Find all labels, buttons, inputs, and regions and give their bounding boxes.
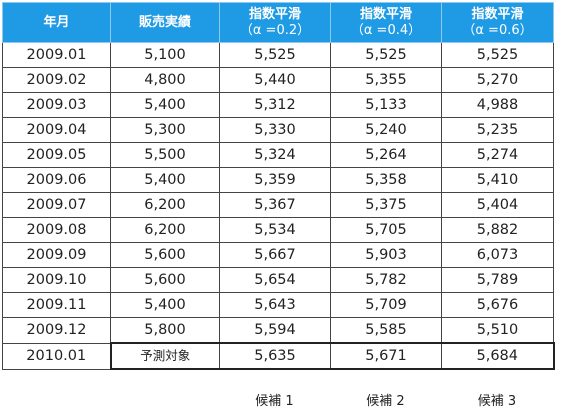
cell-alpha-0-6: 5,270 xyxy=(441,67,554,93)
cell-month: 2009.04 xyxy=(2,117,111,143)
exponential-smoothing-table: 年月 販売実績 指数平滑 （α =0.2） 指数平滑 （α =0.4） 指数平滑… xyxy=(2,2,555,370)
cell-alpha-0-4: 5,782 xyxy=(330,267,442,293)
cell-sales: 5,600 xyxy=(110,242,220,268)
cell-alpha-0-4: 5,358 xyxy=(330,167,442,193)
forecast-table-wrapper: 年月 販売実績 指数平滑 （α =0.2） 指数平滑 （α =0.4） 指数平滑… xyxy=(2,2,555,370)
cell-alpha-0-2: 5,525 xyxy=(219,42,331,68)
cell-month: 2009.03 xyxy=(2,92,111,118)
cell-alpha-0-2: 5,594 xyxy=(219,317,331,344)
cell-sales: 5,300 xyxy=(110,117,220,143)
cell-alpha-0-6: 5,525 xyxy=(441,42,554,68)
cell-alpha-0-2: 5,635 xyxy=(219,342,331,370)
cell-sales: 6,200 xyxy=(110,217,220,243)
candidate-label-3: 候補 3 xyxy=(477,394,517,409)
cell-alpha-0-4: 5,585 xyxy=(330,317,442,344)
cell-month: 2009.01 xyxy=(2,42,111,68)
cell-alpha-0-6: 5,510 xyxy=(441,317,554,344)
header-smoothing-0-4: 指数平滑 （α =0.4） xyxy=(330,2,442,43)
cell-month: 2009.02 xyxy=(2,67,111,93)
candidate-label-1: 候補 1 xyxy=(255,394,294,409)
cell-alpha-0-6: 4,988 xyxy=(441,92,554,118)
header-smoothing-0-6-title: 指数平滑 xyxy=(471,6,524,22)
header-smoothing-0-2-title: 指数平滑 xyxy=(248,6,301,22)
header-smoothing-0-4-param: （α =0.4） xyxy=(350,22,422,38)
table-row: 2009.10 5,600 5,654 5,782 5,789 xyxy=(2,267,554,293)
forecast-target-row: 2010.01 予測対象 5,635 5,671 5,684 xyxy=(2,342,555,370)
cell-sales: 5,400 xyxy=(110,292,220,318)
table-row: 2009.06 5,400 5,359 5,358 5,410 xyxy=(2,167,554,193)
cell-alpha-0-4: 5,671 xyxy=(330,342,442,370)
cell-alpha-0-4: 5,705 xyxy=(330,217,442,243)
candidate-spacer xyxy=(110,392,219,412)
cell-alpha-0-2: 5,359 xyxy=(219,167,331,193)
header-month: 年月 xyxy=(2,2,111,43)
cell-alpha-0-4: 5,355 xyxy=(330,67,442,93)
cell-sales: 4,800 xyxy=(110,67,220,93)
header-sales: 販売実績 xyxy=(110,2,220,43)
candidate-label-2: 候補 2 xyxy=(366,394,405,409)
table-row: 2009.05 5,500 5,324 5,264 5,274 xyxy=(2,142,554,168)
table-row: 2009.08 6,200 5,534 5,705 5,882 xyxy=(2,217,554,243)
cell-alpha-0-2: 5,440 xyxy=(219,67,331,93)
cell-alpha-0-2: 5,654 xyxy=(219,267,331,293)
cell-alpha-0-4: 5,903 xyxy=(330,242,442,268)
cell-alpha-0-6: 5,404 xyxy=(441,192,554,218)
cell-alpha-0-2: 5,312 xyxy=(219,92,331,118)
cell-month: 2009.07 xyxy=(2,192,111,218)
cell-month: 2009.09 xyxy=(2,242,111,268)
cell-alpha-0-6: 6,073 xyxy=(441,242,554,268)
cell-alpha-0-6: 5,676 xyxy=(441,292,554,318)
cell-alpha-0-4: 5,375 xyxy=(330,192,442,218)
cell-sales: 5,500 xyxy=(110,142,220,168)
cell-alpha-0-4: 5,264 xyxy=(330,142,442,168)
cell-month: 2010.01 xyxy=(2,342,111,370)
candidate-spacer xyxy=(2,392,110,412)
table-row: 2009.03 5,400 5,312 5,133 4,988 xyxy=(2,92,554,118)
cell-alpha-0-2: 5,324 xyxy=(219,142,331,168)
cell-alpha-0-4: 5,133 xyxy=(330,92,442,118)
cell-month: 2009.12 xyxy=(2,317,111,344)
cell-month: 2009.06 xyxy=(2,167,111,193)
cell-alpha-0-2: 5,667 xyxy=(219,242,331,268)
cell-sales: 5,100 xyxy=(110,42,220,68)
cell-month: 2009.05 xyxy=(2,142,111,168)
table-row: 2009.04 5,300 5,330 5,240 5,235 xyxy=(2,117,554,143)
cell-month: 2009.08 xyxy=(2,217,111,243)
cell-alpha-0-6: 5,882 xyxy=(441,217,554,243)
table-row: 2009.11 5,400 5,643 5,709 5,676 xyxy=(2,292,554,318)
header-smoothing-0-6-param: （α =0.6） xyxy=(462,22,533,38)
cell-alpha-0-2: 5,643 xyxy=(219,292,331,318)
cell-alpha-0-2: 5,367 xyxy=(219,192,331,218)
header-smoothing-0-2-param: （α =0.2） xyxy=(239,22,311,38)
header-smoothing-0-6: 指数平滑 （α =0.6） xyxy=(441,2,554,43)
candidate-labels: 候補 1 候補 2 候補 3 xyxy=(2,392,553,412)
cell-month: 2009.10 xyxy=(2,267,111,293)
cell-alpha-0-2: 5,330 xyxy=(219,117,331,143)
header-smoothing-0-4-title: 指数平滑 xyxy=(359,6,412,22)
cell-alpha-0-6: 5,410 xyxy=(441,167,554,193)
cell-alpha-0-6: 5,235 xyxy=(441,117,554,143)
cell-alpha-0-2: 5,534 xyxy=(219,217,331,243)
table-row: 2009.07 6,200 5,367 5,375 5,404 xyxy=(2,192,554,218)
table-row: 2009.09 5,600 5,667 5,903 6,073 xyxy=(2,242,554,268)
cell-alpha-0-4: 5,525 xyxy=(330,42,442,68)
cell-sales: 5,800 xyxy=(110,317,220,344)
cell-forecast-target-label: 予測対象 xyxy=(109,342,220,370)
cell-alpha-0-6: 5,684 xyxy=(441,342,555,370)
cell-sales: 5,400 xyxy=(110,92,220,118)
cell-sales: 5,600 xyxy=(110,267,220,293)
table-header-row: 年月 販売実績 指数平滑 （α =0.2） 指数平滑 （α =0.4） 指数平滑… xyxy=(2,2,554,43)
table-row: 2009.12 5,800 5,594 5,585 5,510 xyxy=(2,317,554,344)
cell-alpha-0-6: 5,789 xyxy=(441,267,554,293)
cell-sales: 6,200 xyxy=(110,192,220,218)
cell-alpha-0-4: 5,709 xyxy=(330,292,442,318)
cell-month: 2009.11 xyxy=(2,292,111,318)
cell-alpha-0-6: 5,274 xyxy=(441,142,554,168)
table-row: 2009.01 5,100 5,525 5,525 5,525 xyxy=(2,42,554,68)
header-smoothing-0-2: 指数平滑 （α =0.2） xyxy=(219,2,331,43)
table-row: 2009.02 4,800 5,440 5,355 5,270 xyxy=(2,67,554,93)
cell-sales: 5,400 xyxy=(110,167,220,193)
cell-alpha-0-4: 5,240 xyxy=(330,117,442,143)
